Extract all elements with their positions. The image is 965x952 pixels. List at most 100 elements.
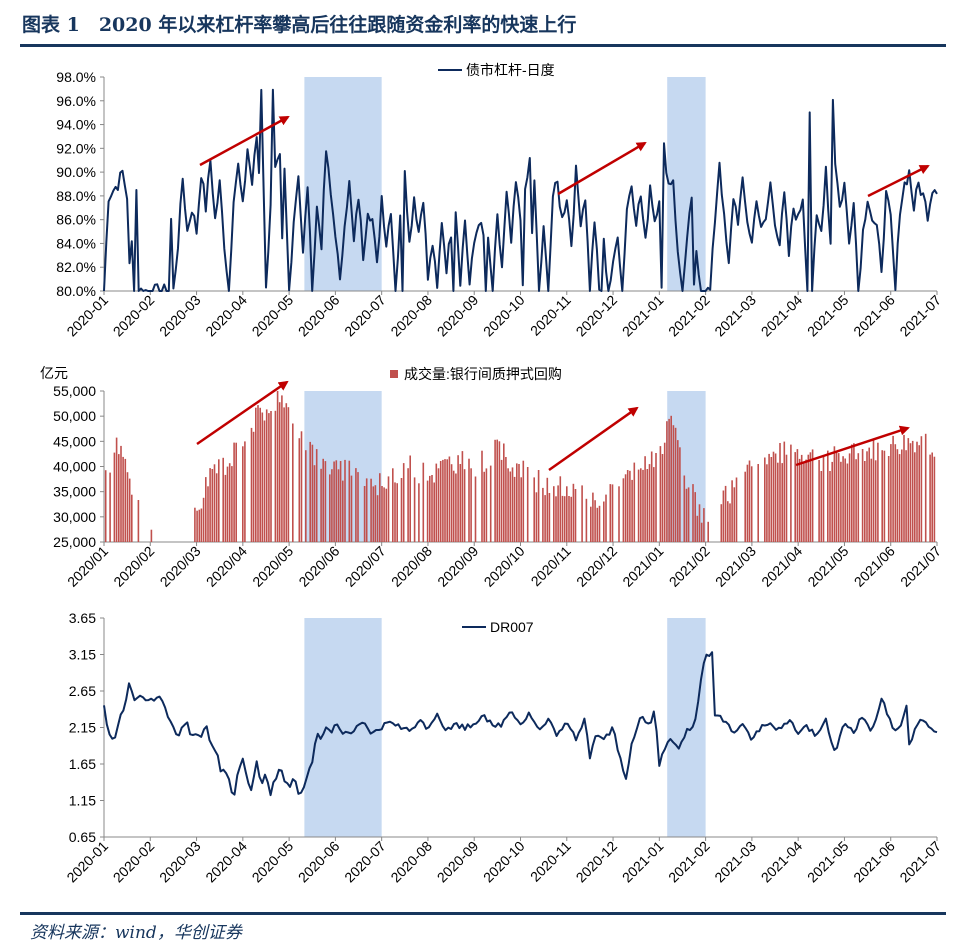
bar	[544, 495, 546, 542]
bar	[933, 456, 936, 542]
bar	[685, 488, 688, 542]
bar	[887, 456, 890, 542]
bar	[320, 468, 322, 542]
bar	[835, 450, 838, 542]
bar	[196, 510, 198, 542]
bar	[365, 478, 368, 542]
x-tick-label: 2020-03	[156, 838, 204, 886]
x-tick-label: 2020-02	[110, 838, 158, 886]
bar	[611, 484, 614, 542]
y-tick-label: 82.0%	[56, 259, 96, 275]
legend-swatch-2	[390, 370, 398, 378]
bar	[674, 427, 677, 542]
bar	[516, 463, 518, 542]
bar	[581, 485, 583, 542]
x-tick-label: 2020/09	[434, 543, 481, 590]
bar	[511, 467, 514, 542]
shaded-period-1-panel-3	[304, 618, 382, 837]
bar	[226, 466, 229, 542]
x-tick-label: 2020/06	[295, 543, 342, 590]
bar	[207, 486, 209, 542]
bar	[109, 472, 111, 542]
bar	[513, 476, 516, 542]
bar	[265, 409, 268, 542]
bar	[394, 482, 396, 542]
bar	[468, 458, 470, 542]
figure-title: 图表 1 2020 年以来杠杆率攀高后往往跟随资金利率的快速上行	[22, 14, 577, 36]
bar	[866, 451, 868, 542]
bar	[722, 490, 725, 542]
bar	[324, 461, 327, 542]
bar	[263, 420, 266, 542]
bar	[211, 469, 214, 542]
x-tick-label: 2020-09	[434, 838, 482, 886]
x-tick-label: 2021/02	[666, 543, 713, 590]
bar	[720, 504, 723, 542]
bar	[344, 459, 346, 542]
x-tick-label: 2020-03	[156, 292, 204, 340]
x-tick-label: 2020-04	[202, 292, 250, 340]
x-tick-label: 2021-03	[711, 292, 759, 340]
legend-label-2: 成交量:银行间质押式回购	[404, 366, 562, 382]
x-tick-label: 2021/04	[758, 543, 805, 590]
bar	[646, 469, 649, 542]
bar	[594, 500, 596, 542]
trend-arrow-1	[199, 115, 290, 167]
trend-arrow-5	[548, 406, 639, 472]
bar	[252, 431, 255, 542]
bar	[914, 452, 916, 542]
bar	[781, 463, 783, 542]
bar	[918, 445, 920, 542]
bar	[696, 515, 699, 542]
x-tick-label: 2020-05	[249, 292, 297, 340]
bar	[113, 452, 116, 542]
bar	[400, 478, 403, 542]
x-tick-label: 2020/02	[110, 543, 157, 590]
bar	[768, 453, 770, 542]
bar	[803, 462, 805, 542]
x-tick-label: 2021-04	[758, 292, 806, 340]
y-tick-label: 96.0%	[56, 93, 96, 109]
y-tick-label: 2.15	[69, 720, 96, 736]
bar	[222, 457, 224, 542]
y-tick-label: 84.0%	[56, 235, 96, 251]
bar	[257, 405, 259, 542]
bar	[413, 477, 416, 542]
bar	[494, 439, 496, 542]
unit-label: 亿元	[40, 365, 68, 381]
bar	[794, 452, 796, 542]
bar	[224, 474, 227, 542]
bar	[128, 478, 131, 542]
shaded-period-2-panel-3	[667, 618, 706, 837]
x-tick-label: 2021-04	[758, 838, 806, 886]
bar	[333, 461, 335, 542]
bar	[350, 475, 353, 542]
bar	[268, 413, 270, 542]
bar	[896, 449, 899, 542]
bar	[568, 496, 570, 542]
bar	[429, 475, 431, 542]
bar	[785, 454, 788, 542]
bar	[870, 458, 873, 542]
bar	[131, 494, 133, 542]
bar	[585, 498, 588, 542]
y-tick-label: 90.0%	[56, 164, 96, 180]
x-tick-label: 2021/03	[712, 543, 759, 590]
x-tick-label: 2020-10	[480, 838, 528, 886]
bar	[661, 454, 664, 542]
bar	[877, 442, 879, 542]
bar	[535, 492, 538, 542]
y-tick-label: 45,000	[53, 433, 96, 449]
bar	[570, 496, 572, 542]
bar	[920, 436, 923, 542]
bar	[242, 446, 244, 542]
bar	[526, 467, 529, 542]
bar	[727, 501, 729, 542]
x-tick-label: 2021-07	[896, 292, 944, 340]
bar	[396, 483, 398, 542]
bar	[498, 441, 501, 542]
y-tick-label: 55,000	[53, 383, 96, 399]
bar	[883, 450, 886, 542]
bar	[609, 484, 612, 542]
bar	[746, 464, 749, 542]
